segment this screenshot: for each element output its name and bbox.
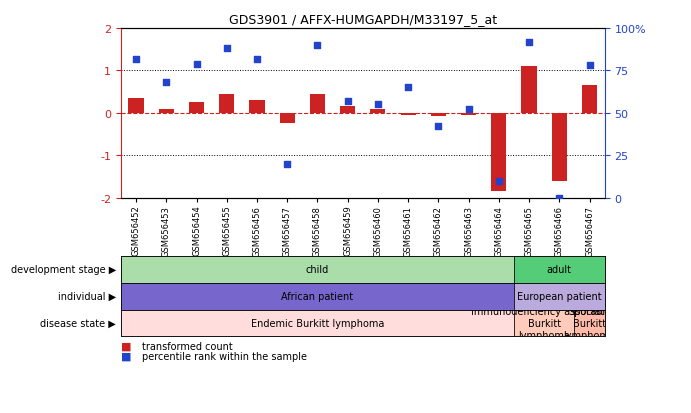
Point	[282, 161, 293, 168]
Point	[524, 39, 535, 46]
Bar	[430, 114, 446, 116]
Bar	[370, 109, 386, 114]
Point	[493, 178, 504, 185]
Text: child: child	[306, 264, 329, 275]
Text: European patient: European patient	[517, 291, 602, 301]
Text: adult: adult	[547, 264, 571, 275]
Point	[191, 61, 202, 68]
Text: transformed count: transformed count	[142, 341, 232, 351]
Point	[372, 102, 384, 108]
Text: percentile rank within the sample: percentile rank within the sample	[142, 351, 307, 361]
Bar	[129, 99, 144, 114]
Bar	[522, 67, 537, 114]
Text: individual ▶: individual ▶	[58, 291, 116, 301]
Point	[312, 43, 323, 49]
Text: ■: ■	[121, 351, 131, 361]
Bar	[461, 114, 476, 116]
Text: ■: ■	[121, 341, 131, 351]
Text: Sporadic
Burkitt
lymphoma: Sporadic Burkitt lymphoma	[564, 306, 616, 340]
Point	[433, 124, 444, 131]
Point	[403, 85, 414, 91]
Bar	[121, 310, 514, 337]
Text: disease state ▶: disease state ▶	[40, 318, 116, 328]
Bar	[340, 107, 355, 114]
Text: Endemic Burkitt lymphoma: Endemic Burkitt lymphoma	[251, 318, 384, 328]
Bar	[514, 256, 605, 283]
Text: African patient: African patient	[281, 291, 354, 301]
Point	[221, 46, 232, 52]
Bar	[121, 256, 514, 283]
Bar	[514, 310, 574, 337]
Point	[584, 63, 595, 69]
Bar	[491, 114, 507, 192]
Bar	[582, 86, 597, 114]
Bar	[401, 114, 416, 116]
Bar	[551, 114, 567, 181]
Text: Immunodeficiency associated
Burkitt
lymphoma: Immunodeficiency associated Burkitt lymp…	[471, 306, 617, 340]
Point	[131, 56, 142, 63]
Title: GDS3901 / AFFX-HUMGAPDH/M33197_5_at: GDS3901 / AFFX-HUMGAPDH/M33197_5_at	[229, 13, 497, 26]
Point	[252, 56, 263, 63]
Bar	[280, 114, 295, 124]
Point	[161, 80, 172, 86]
Point	[463, 107, 474, 114]
Text: development stage ▶: development stage ▶	[11, 264, 116, 275]
Point	[342, 98, 353, 105]
Bar	[310, 95, 325, 114]
Point	[553, 195, 565, 202]
Bar	[189, 103, 204, 114]
Bar	[159, 109, 174, 114]
Bar	[219, 95, 234, 114]
Bar	[514, 283, 605, 310]
Bar	[249, 101, 265, 114]
Bar	[121, 283, 514, 310]
Bar	[574, 310, 605, 337]
